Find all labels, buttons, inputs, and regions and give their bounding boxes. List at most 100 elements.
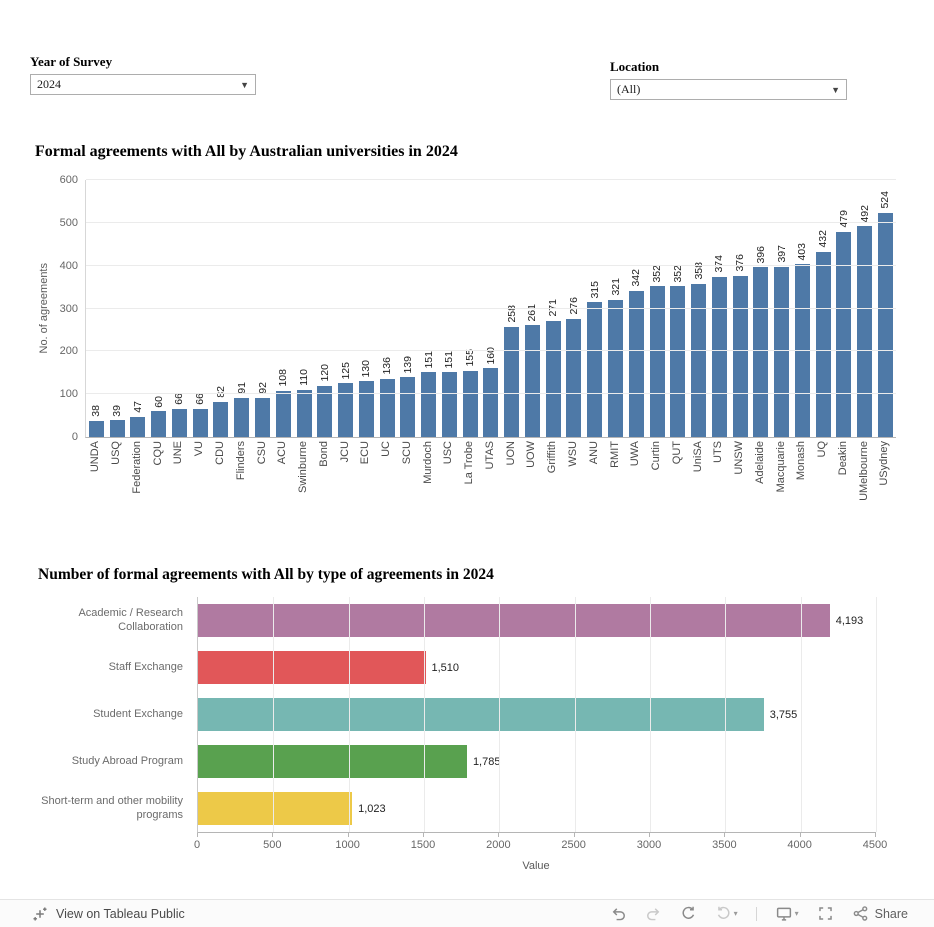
type-bar[interactable] xyxy=(198,745,467,778)
bar-value-label: 315 xyxy=(588,280,601,299)
y-tick-label: 500 xyxy=(59,216,78,229)
uni-bar[interactable] xyxy=(421,372,437,437)
chevron-down-icon: ▼ xyxy=(831,84,840,95)
uni-bar[interactable] xyxy=(711,276,727,437)
uni-bar[interactable] xyxy=(753,267,769,437)
toolbar-divider xyxy=(755,906,757,921)
share-icon xyxy=(853,906,867,921)
uni-bar[interactable] xyxy=(275,390,291,437)
tick-mark xyxy=(347,833,349,837)
refresh-icon xyxy=(717,906,730,919)
uni-bar[interactable] xyxy=(587,302,603,437)
bar-value-label: 38 xyxy=(90,405,103,417)
refresh-menu-button[interactable]: ▾ xyxy=(715,905,738,922)
uni-bar[interactable] xyxy=(691,283,707,437)
bar-value-label: 396 xyxy=(754,245,767,264)
uni-bar[interactable] xyxy=(213,401,229,437)
x-category-label: Murdoch xyxy=(421,441,434,484)
view-on-tableau-link[interactable]: View on Tableau Public xyxy=(32,906,185,922)
uni-bar[interactable] xyxy=(171,408,187,437)
uni-bar[interactable] xyxy=(608,299,624,437)
uni-bar[interactable] xyxy=(255,397,270,437)
bar-value-label: 4,193 xyxy=(835,614,864,627)
type-bar[interactable] xyxy=(198,698,764,731)
uni-bar[interactable] xyxy=(857,226,873,437)
device-layouts-button[interactable]: ▾ xyxy=(775,905,799,922)
x-category-label: Adelaide xyxy=(753,441,766,484)
redo-button[interactable] xyxy=(645,905,662,922)
uni-chart-y-axis-title: No. of agreements xyxy=(38,263,50,354)
type-bar[interactable] xyxy=(198,792,353,825)
share-label: Share xyxy=(874,906,908,921)
uni-bar[interactable] xyxy=(774,266,790,437)
x-category-label: UniSA xyxy=(691,441,704,473)
year-dropdown[interactable]: 2024 ▼ xyxy=(30,74,256,95)
x-category-label: QUT xyxy=(670,441,683,465)
uni-bar[interactable] xyxy=(732,275,748,437)
uni-bar[interactable] xyxy=(483,368,499,437)
uni-bar[interactable] xyxy=(441,372,457,437)
fullscreen-button[interactable] xyxy=(817,905,834,922)
uni-bar[interactable] xyxy=(524,325,540,437)
x-category-label: Flinders xyxy=(234,441,247,481)
x-category-label: RMIT xyxy=(608,441,621,468)
location-filter: Location (All) ▼ xyxy=(610,59,847,100)
uni-bar[interactable] xyxy=(317,385,333,437)
uni-bar[interactable] xyxy=(234,398,250,437)
tick-mark xyxy=(799,833,801,837)
uni-bar[interactable] xyxy=(504,326,520,437)
y-tick-label: 100 xyxy=(59,388,78,401)
uni-bar[interactable] xyxy=(566,318,582,437)
x-category-label: ANU xyxy=(587,441,600,465)
year-filter-label: Year of Survey xyxy=(30,54,113,69)
type-bar[interactable] xyxy=(198,604,830,637)
bar-value-label: 432 xyxy=(817,230,830,248)
uni-bar[interactable] xyxy=(545,320,561,437)
bar-value-label: 492 xyxy=(858,204,871,223)
y-tick-label: 400 xyxy=(59,259,78,272)
gridline xyxy=(876,597,877,832)
reset-button[interactable] xyxy=(680,905,697,922)
uni-bar[interactable] xyxy=(338,383,354,437)
location-dropdown[interactable]: (All) ▼ xyxy=(610,79,847,100)
uni-bar[interactable] xyxy=(628,290,644,437)
tick-mark xyxy=(724,833,726,837)
uni-bar[interactable] xyxy=(877,212,893,437)
bar-value-label: 524 xyxy=(879,191,892,209)
uni-bar[interactable] xyxy=(836,231,852,437)
uni-bar[interactable] xyxy=(815,251,831,437)
uni-bar[interactable] xyxy=(462,370,478,437)
uni-bar[interactable] xyxy=(88,420,104,437)
uni-bar[interactable] xyxy=(151,411,167,437)
gridline xyxy=(348,597,350,832)
uni-chart-x-labels: UNDA USQ Federation CQU UNE VU CDU Flinders CSU A… xyxy=(85,441,895,521)
y-tick-label: 600 xyxy=(59,174,78,186)
x-category-label: UMelbourne xyxy=(857,441,870,501)
tick-mark xyxy=(197,833,198,837)
uni-bar[interactable] xyxy=(670,286,686,437)
uni-bar[interactable] xyxy=(358,381,374,437)
bar-value-label: 321 xyxy=(609,277,622,296)
x-category-label: Federation xyxy=(130,441,143,494)
x-tick-label: 2000 xyxy=(486,839,511,851)
uni-bar[interactable] xyxy=(192,408,208,437)
gridline xyxy=(86,221,896,223)
bar-value-label: 1,510 xyxy=(431,661,460,674)
x-tick-label: 500 xyxy=(263,839,282,851)
uni-bar[interactable] xyxy=(649,286,665,437)
tick-mark xyxy=(875,833,876,837)
uni-bar[interactable] xyxy=(109,420,125,437)
type-bar[interactable] xyxy=(198,651,426,684)
uni-bar[interactable] xyxy=(400,377,416,437)
type-chart-x-axis-title: Value xyxy=(522,860,550,872)
x-category-label: USydney xyxy=(878,441,891,486)
share-button[interactable]: Share xyxy=(852,905,908,922)
uni-bar[interactable] xyxy=(130,416,146,437)
x-category-label: UC xyxy=(380,441,393,457)
tick-mark xyxy=(272,833,274,837)
tick-mark xyxy=(423,833,424,837)
uni-bar[interactable] xyxy=(296,389,312,437)
uni-chart-title: Formal agreements with All by Australian… xyxy=(35,143,458,160)
uni-bar[interactable] xyxy=(379,378,395,437)
undo-button[interactable] xyxy=(610,905,627,922)
